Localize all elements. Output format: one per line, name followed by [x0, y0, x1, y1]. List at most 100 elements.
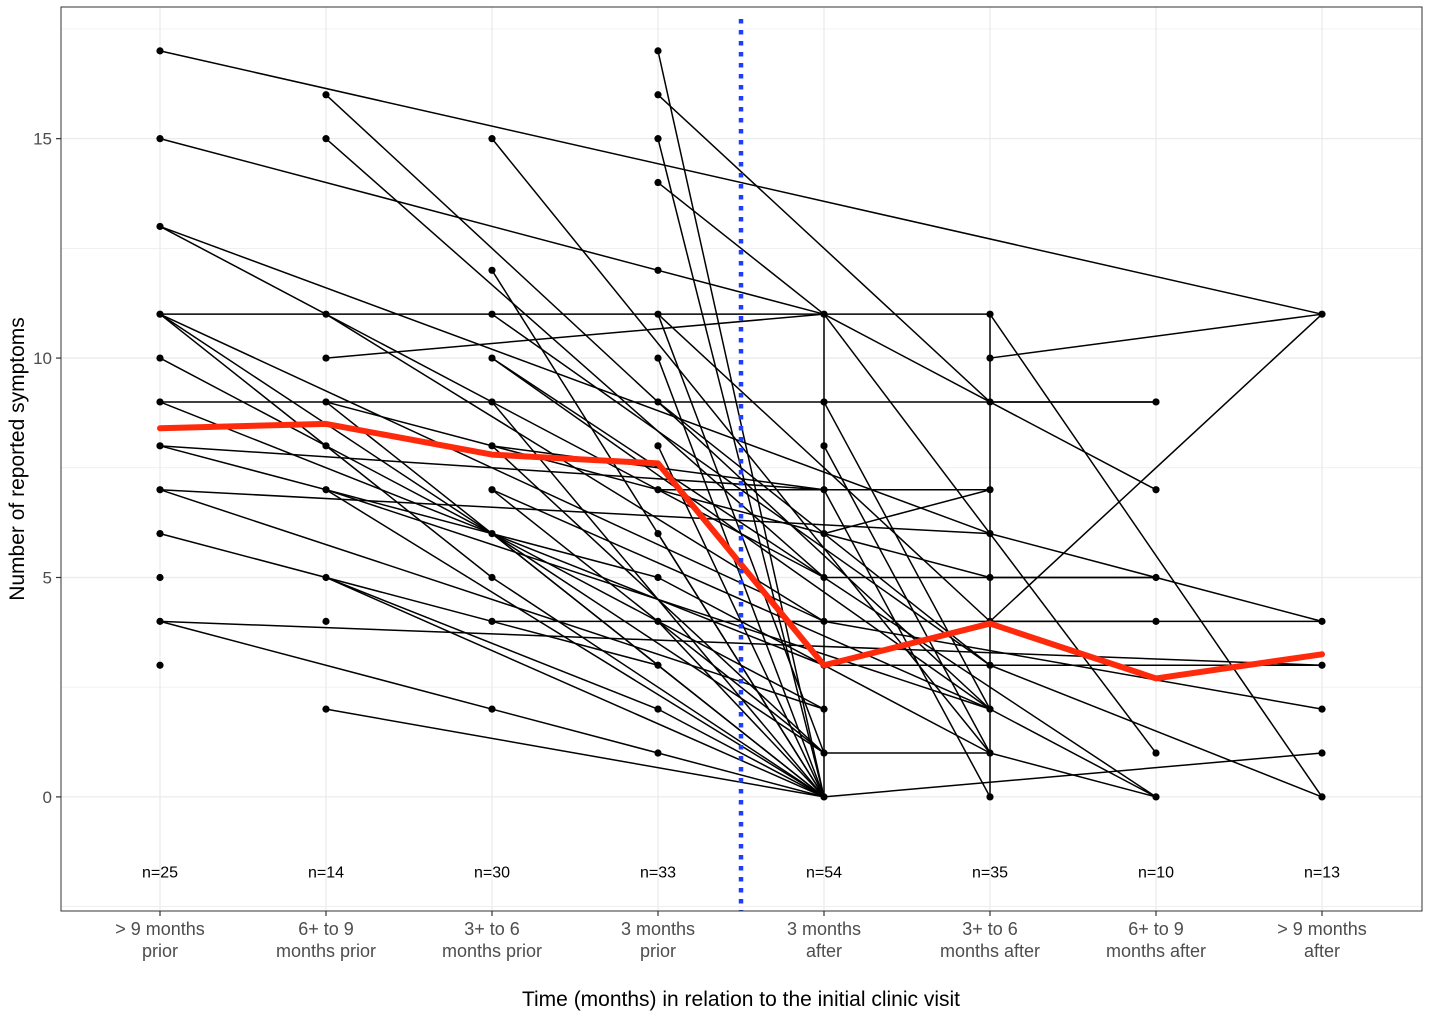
trajectory-segment	[657, 664, 825, 798]
x-tick-label-line: after	[806, 941, 842, 961]
trajectory-segment	[989, 313, 1323, 359]
sample-size-label: n=14	[308, 865, 344, 882]
observation-points	[156, 47, 1326, 801]
data-point	[820, 486, 828, 494]
data-point	[654, 705, 662, 713]
x-axis-title: Time (months) in relation to the initial…	[522, 988, 960, 1011]
sample-size-label: n=30	[474, 865, 510, 882]
data-point	[1152, 573, 1160, 582]
trajectory-segment	[989, 708, 1157, 798]
data-point	[1152, 398, 1160, 406]
x-tick-label-line: > 9 months	[115, 919, 205, 939]
trajectory-segment	[657, 181, 825, 315]
data-point	[986, 310, 994, 318]
data-point	[654, 749, 662, 757]
x-tick-label-line: after	[1304, 941, 1340, 961]
y-tick-label: 15	[33, 130, 52, 149]
data-point	[156, 573, 164, 582]
data-point	[1318, 617, 1326, 625]
data-point	[488, 573, 496, 582]
trajectory-segment	[989, 313, 1323, 622]
data-point	[820, 573, 828, 582]
trajectory-segment	[657, 533, 825, 798]
data-point	[1318, 793, 1326, 801]
data-point	[156, 486, 164, 494]
data-point	[488, 354, 496, 362]
data-point	[156, 398, 164, 406]
data-point	[820, 617, 828, 625]
x-tick-label-line: 6+ to 9	[298, 919, 354, 939]
data-point	[322, 486, 330, 494]
data-point	[156, 530, 164, 538]
data-point	[820, 793, 828, 801]
x-tick-label-line: months after	[1106, 941, 1206, 961]
data-point	[322, 354, 330, 362]
sample-size-label: n=10	[1138, 865, 1174, 882]
data-point	[156, 310, 164, 318]
data-point	[1318, 749, 1326, 757]
data-point	[488, 486, 496, 494]
sample-size-label: n=54	[806, 865, 842, 882]
data-point	[156, 222, 164, 231]
data-point	[488, 442, 496, 450]
data-point	[156, 617, 164, 625]
data-point	[488, 398, 496, 406]
trajectory-segment	[159, 225, 991, 535]
data-point	[820, 310, 828, 318]
trajectory-segment	[823, 445, 991, 754]
data-point	[986, 530, 994, 538]
mean-series-line	[157, 420, 1325, 682]
data-point	[986, 398, 994, 406]
data-point	[322, 91, 330, 99]
trajectory-segment	[989, 313, 1323, 798]
trajectory-segment	[823, 401, 991, 710]
sample-size-label: n=35	[972, 865, 1008, 882]
data-point	[322, 705, 330, 713]
trajectory-segment	[325, 576, 659, 710]
trajectory-segment	[989, 752, 1157, 798]
data-point	[986, 354, 994, 362]
x-tick-label: 3 months after	[787, 919, 861, 961]
data-point	[322, 573, 330, 582]
sample-size-label: n=13	[1304, 865, 1340, 882]
x-tick-label: 3 months prior	[621, 919, 695, 961]
data-point	[1318, 661, 1326, 669]
data-point	[488, 266, 496, 274]
data-point	[322, 310, 330, 318]
data-point	[156, 135, 164, 143]
data-point	[1152, 486, 1160, 494]
x-tick-label: 6+ to 9 months after	[1106, 919, 1206, 961]
data-point	[986, 793, 994, 801]
data-point	[488, 617, 496, 625]
data-point	[488, 530, 496, 538]
trajectory-segment	[657, 94, 991, 403]
y-axis: 0 5 10 15	[33, 130, 61, 807]
trajectory-segment	[657, 708, 825, 798]
data-point	[986, 661, 994, 669]
data-point	[156, 442, 164, 450]
data-point	[654, 91, 662, 99]
data-point	[820, 705, 828, 713]
trajectory-segment	[159, 620, 659, 754]
sample-size-labels: n=25 n=14 n=30 n=33 n=54 n=35 n=10 n=13	[142, 865, 1340, 882]
data-point	[488, 310, 496, 318]
data-point	[654, 486, 662, 494]
trajectory-segment	[989, 664, 1323, 798]
mean-trend	[157, 420, 1325, 682]
data-point	[1152, 749, 1160, 757]
data-point	[488, 135, 496, 143]
x-tick-label-line: 3 months	[621, 919, 695, 939]
data-point	[820, 398, 828, 406]
plot-panel-border	[60, 6, 1423, 912]
trajectory-segment	[491, 489, 991, 710]
x-tick-label-line: > 9 months	[1277, 919, 1367, 939]
trajectory-segment	[491, 576, 825, 798]
data-point	[322, 617, 330, 625]
x-tick-label-line: 6+ to 9	[1128, 919, 1184, 939]
data-point	[1318, 310, 1326, 318]
trajectory-segment	[657, 357, 825, 798]
trajectory-segment	[159, 620, 1323, 667]
x-tick-label-line: 3+ to 6	[464, 919, 520, 939]
